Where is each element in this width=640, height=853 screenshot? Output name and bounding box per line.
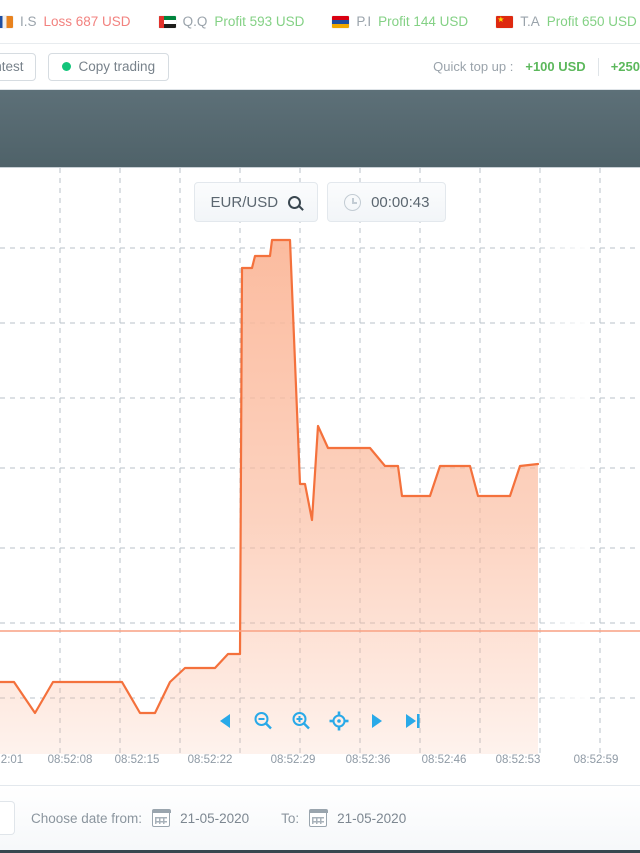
topup-100-button[interactable]: +100 USD: [525, 59, 586, 74]
quick-topup-label: Quick top up :: [433, 59, 514, 74]
trader-result: Profit 144 USD: [378, 14, 469, 29]
ticker-item[interactable]: I.S Loss 687 USD: [0, 14, 131, 29]
ticker-item[interactable]: T.A Profit 650 USD: [496, 14, 637, 29]
armenia-flag-icon: [332, 15, 350, 28]
copy-trading-button[interactable]: Copy trading: [47, 52, 170, 81]
contest-label: contest: [0, 59, 24, 74]
x-axis-tick: 08:52:53: [495, 754, 541, 766]
zoom-out-button[interactable]: [252, 710, 274, 732]
dark-header-band: [0, 90, 640, 168]
ticker-bar: I.S Loss 687 USD Q.Q Profit 593 USD P.I …: [0, 0, 640, 44]
trader-name: P.I: [356, 14, 372, 29]
trader-result: Loss 687 USD: [43, 14, 131, 29]
timer-label: 00:00:43: [371, 193, 430, 211]
x-axis-tick: 08:52:15: [114, 754, 160, 766]
skip-to-end-button[interactable]: [402, 711, 424, 731]
date-to-label: To:: [281, 810, 300, 826]
step-back-button[interactable]: [216, 711, 236, 731]
footer-edge-button[interactable]: [0, 801, 15, 835]
center-crosshair-button[interactable]: [328, 710, 350, 732]
x-axis-tick: 08:52:46: [421, 754, 467, 766]
trader-result: Profit 593 USD: [214, 14, 305, 29]
x-axis-tick: 2:01: [0, 754, 24, 766]
trader-name: Q.Q: [182, 14, 208, 29]
expiry-timer[interactable]: 00:00:43: [327, 182, 447, 222]
india-flag-icon: [0, 15, 13, 28]
clock-icon: [344, 193, 362, 211]
chart-header-controls: EUR/USD 00:00:43: [0, 182, 640, 222]
chart-area[interactable]: EUR/USD 00:00:43: [0, 168, 640, 785]
trader-name: T.A: [520, 14, 540, 29]
date-range-group: Choose date from: 21-05-2020 To: 21-05-2…: [31, 809, 407, 827]
secondary-toolbar: contest Copy trading Quick top up : +100…: [0, 44, 640, 90]
x-axis-tick: 08:52:29: [270, 754, 316, 766]
calendar-icon[interactable]: [151, 809, 171, 827]
zoom-in-button[interactable]: [290, 710, 312, 732]
search-icon: [288, 195, 302, 209]
divider: [597, 57, 599, 76]
quick-topup-group: Quick top up : +100 USD +250: [433, 57, 640, 76]
x-axis-labels: 2:01 08:52:08 08:52:15 08:52:22 08:52:29 08:5…: [0, 754, 640, 785]
trader-name: I.S: [20, 14, 37, 29]
asset-selector-button[interactable]: EUR/USD: [193, 182, 319, 222]
x-axis-tick: 08:52:08: [47, 754, 93, 766]
date-from-value[interactable]: 21-05-2020: [180, 810, 250, 826]
chart-controls: [0, 710, 640, 732]
calendar-icon[interactable]: [308, 809, 328, 827]
date-range-footer: Choose date from: 21-05-2020 To: 21-05-2…: [0, 785, 640, 853]
date-from-label: Choose date from:: [31, 810, 143, 826]
play-button[interactable]: [366, 711, 386, 731]
asset-label: EUR/USD: [210, 193, 279, 211]
x-axis-tick: 08:52:22: [187, 754, 233, 766]
price-chart: [0, 168, 640, 754]
china-flag-icon: [496, 15, 514, 28]
trader-result: Profit 650 USD: [546, 14, 637, 29]
contest-button[interactable]: contest: [0, 52, 36, 81]
topup-250-button[interactable]: +250: [610, 59, 640, 74]
copy-trading-label: Copy trading: [78, 59, 156, 74]
date-to-value[interactable]: 21-05-2020: [337, 810, 407, 826]
x-axis-tick: 08:52:59: [573, 754, 619, 766]
ticker-item[interactable]: P.I Profit 144 USD: [332, 14, 468, 29]
x-axis-tick: 08:52:36: [345, 754, 391, 766]
status-dot-icon: [61, 62, 71, 71]
ticker-item[interactable]: Q.Q Profit 593 USD: [158, 14, 305, 29]
uae-flag-icon: [158, 15, 176, 28]
